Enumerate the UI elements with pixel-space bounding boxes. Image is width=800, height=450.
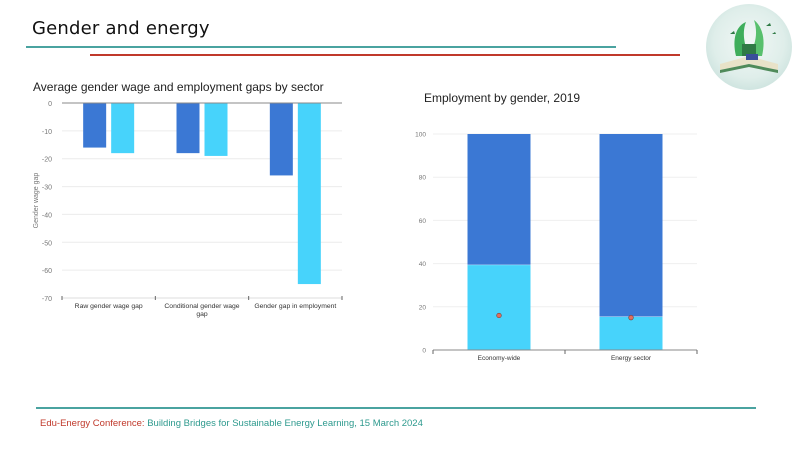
- title-underline-red: [90, 54, 680, 56]
- y-tick-label: -70: [42, 296, 52, 303]
- bar-segment-men: [599, 134, 663, 317]
- x-tick-label: Raw gender wage gap: [75, 303, 143, 310]
- y-tick-label: -20: [42, 157, 52, 164]
- marker-point: [628, 315, 634, 321]
- x-tick-label: Economy-wide: [478, 355, 521, 362]
- bar-energy-sector: [297, 103, 321, 285]
- bar-energy-sector: [111, 103, 135, 154]
- right-chart-title: Employment by gender, 2019: [424, 91, 581, 105]
- y-tick-label: 80: [419, 175, 427, 182]
- y-tick-label: 0: [48, 101, 52, 108]
- bar-economy-wide: [269, 103, 293, 176]
- y-tick-label: -50: [42, 240, 52, 247]
- title-underline-teal: [26, 46, 616, 48]
- y-axis-label: Gender wage gap: [33, 173, 40, 229]
- gender-gap-bar-chart: 0 -10 -20 -30 -40 -50 -60 -70 Gender wage gap Raw…: [33, 101, 343, 318]
- y-tick-label: 0: [422, 348, 426, 355]
- y-tick-label: -30: [42, 185, 52, 192]
- bar-energy-sector: [204, 103, 228, 156]
- x-tick-label: gap: [196, 311, 208, 318]
- x-tick-label: Gender gap in employment: [254, 303, 336, 310]
- x-tick-label: Energy sector: [611, 355, 652, 362]
- y-tick-label: -40: [42, 212, 52, 219]
- bar-segment-women: [467, 264, 531, 350]
- bar-segment-women: [599, 316, 663, 350]
- y-tick-label: 20: [419, 304, 427, 311]
- y-tick-label: -10: [42, 129, 52, 136]
- footer-details: Building Bridges for Sustainable Energy …: [144, 418, 423, 429]
- y-tick-label: 100: [415, 132, 426, 139]
- left-chart-title: Average gender wage and employment gaps …: [33, 80, 324, 94]
- footer-divider: [36, 407, 756, 409]
- bar-economy-wide: [83, 103, 107, 148]
- y-tick-label: 40: [419, 261, 427, 268]
- employment-stacked-bar-chart: 0 20 40 60 80 100 Economy-wide Energy sector: [415, 132, 698, 362]
- marker-point: [496, 312, 502, 319]
- bar-economy-wide: [176, 103, 200, 154]
- slide-title: Gender and energy: [32, 18, 210, 39]
- y-tick-label: 60: [419, 218, 427, 225]
- footer-conference: Edu-Energy Conference:: [40, 418, 145, 429]
- bar-segment-men: [467, 134, 531, 265]
- footer-text: Edu-Energy Conference: Building Bridges …: [40, 418, 423, 429]
- logo-book-energy-icon: [706, 4, 792, 90]
- x-tick-label: Conditional gender wage: [164, 303, 239, 310]
- y-tick-label: -60: [42, 268, 52, 275]
